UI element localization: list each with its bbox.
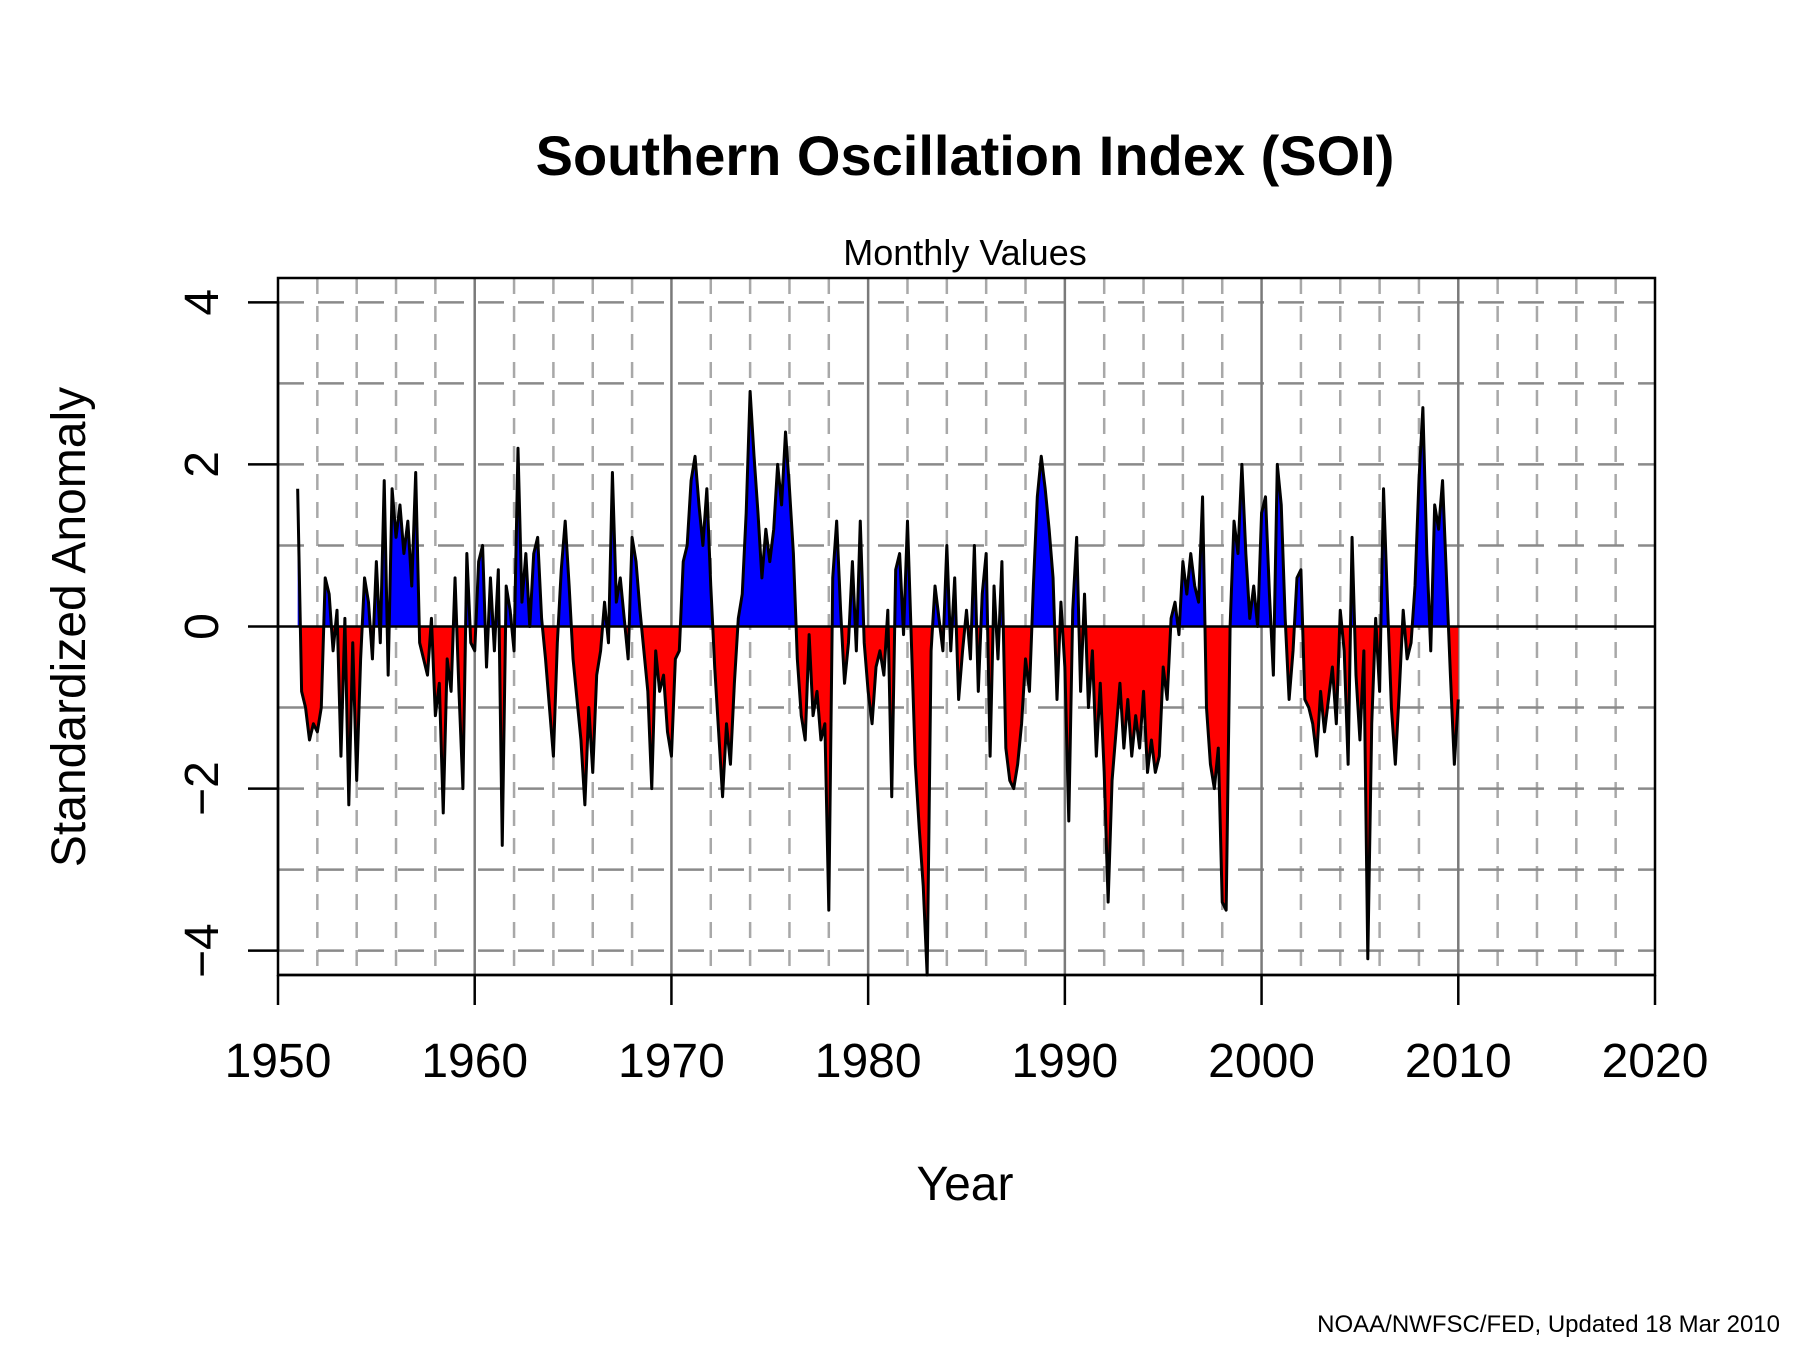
y-tick-label: 4 <box>176 289 229 316</box>
y-axis-label: Standardized Anomaly <box>43 387 96 867</box>
positive-area <box>297 391 1449 627</box>
x-tick-label: 1980 <box>815 1035 922 1088</box>
x-tick-label: 2020 <box>1602 1035 1709 1088</box>
y-tick-label: −4 <box>176 923 229 978</box>
x-tick-label: 1960 <box>421 1035 528 1088</box>
x-tick-label: 1950 <box>225 1035 332 1088</box>
chart-subtitle: Monthly Values <box>843 232 1086 273</box>
x-tick-label: 2000 <box>1208 1035 1315 1088</box>
x-axis-label: Year <box>917 1158 1014 1211</box>
x-tick-label: 1970 <box>618 1035 725 1088</box>
y-tick-label: 2 <box>176 451 229 478</box>
chart-title: Southern Oscillation Index (SOI) <box>536 124 1395 187</box>
positive-anomaly-fill <box>297 391 1449 627</box>
x-tick-label: 1990 <box>1011 1035 1118 1088</box>
x-axis: 1950 1960 1970 1980 1990 2000 2010 2020 <box>225 973 1709 1088</box>
x-tick-label: 2010 <box>1405 1035 1512 1088</box>
soi-series-line <box>296 389 1460 977</box>
y-tick-label: −2 <box>176 761 229 816</box>
y-axis: −4 −2 0 2 4 <box>176 289 280 978</box>
credit-text: NOAA/NWFSC/FED, Updated 18 Mar 2010 <box>1317 1311 1780 1338</box>
y-tick-label: 0 <box>176 613 229 640</box>
soi-line <box>296 389 1460 977</box>
